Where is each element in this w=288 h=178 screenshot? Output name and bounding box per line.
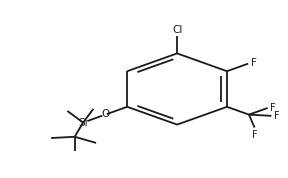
Text: Cl: Cl [172,25,182,35]
Text: Si: Si [78,117,88,128]
Text: F: F [274,111,279,121]
Text: F: F [251,58,256,68]
Text: F: F [270,103,276,113]
Text: O: O [102,109,110,119]
Text: F: F [252,130,258,140]
